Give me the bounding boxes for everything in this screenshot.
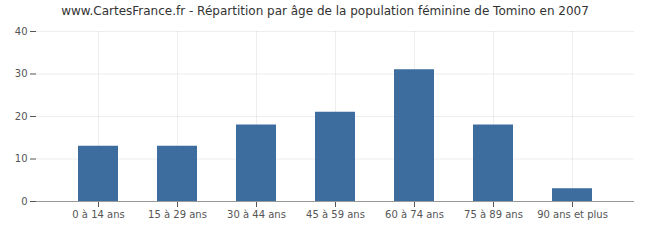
svg-text:0 à 14 ans: 0 à 14 ans (72, 209, 124, 220)
svg-text:45 à 59 ans: 45 à 59 ans (306, 209, 365, 220)
svg-text:60 à 74 ans: 60 à 74 ans (385, 209, 444, 220)
svg-text:15 à 29 ans: 15 à 29 ans (148, 209, 207, 220)
svg-text:75 à 89 ans: 75 à 89 ans (464, 209, 523, 220)
html-text:www.CartesFrance.fr - Répartit: www.CartesFrance.fr - Répartition par âg… (61, 4, 589, 18)
svg-text:30 à 44 ans: 30 à 44 ans (227, 209, 286, 220)
svg-text:10: 10 (15, 153, 28, 164)
svg-text:0: 0 (21, 196, 27, 207)
svg-text:40: 40 (15, 26, 28, 37)
svg-text:20: 20 (15, 111, 28, 122)
svg-text:30: 30 (15, 68, 28, 79)
svg-text:90 ans et plus: 90 ans et plus (537, 209, 608, 220)
